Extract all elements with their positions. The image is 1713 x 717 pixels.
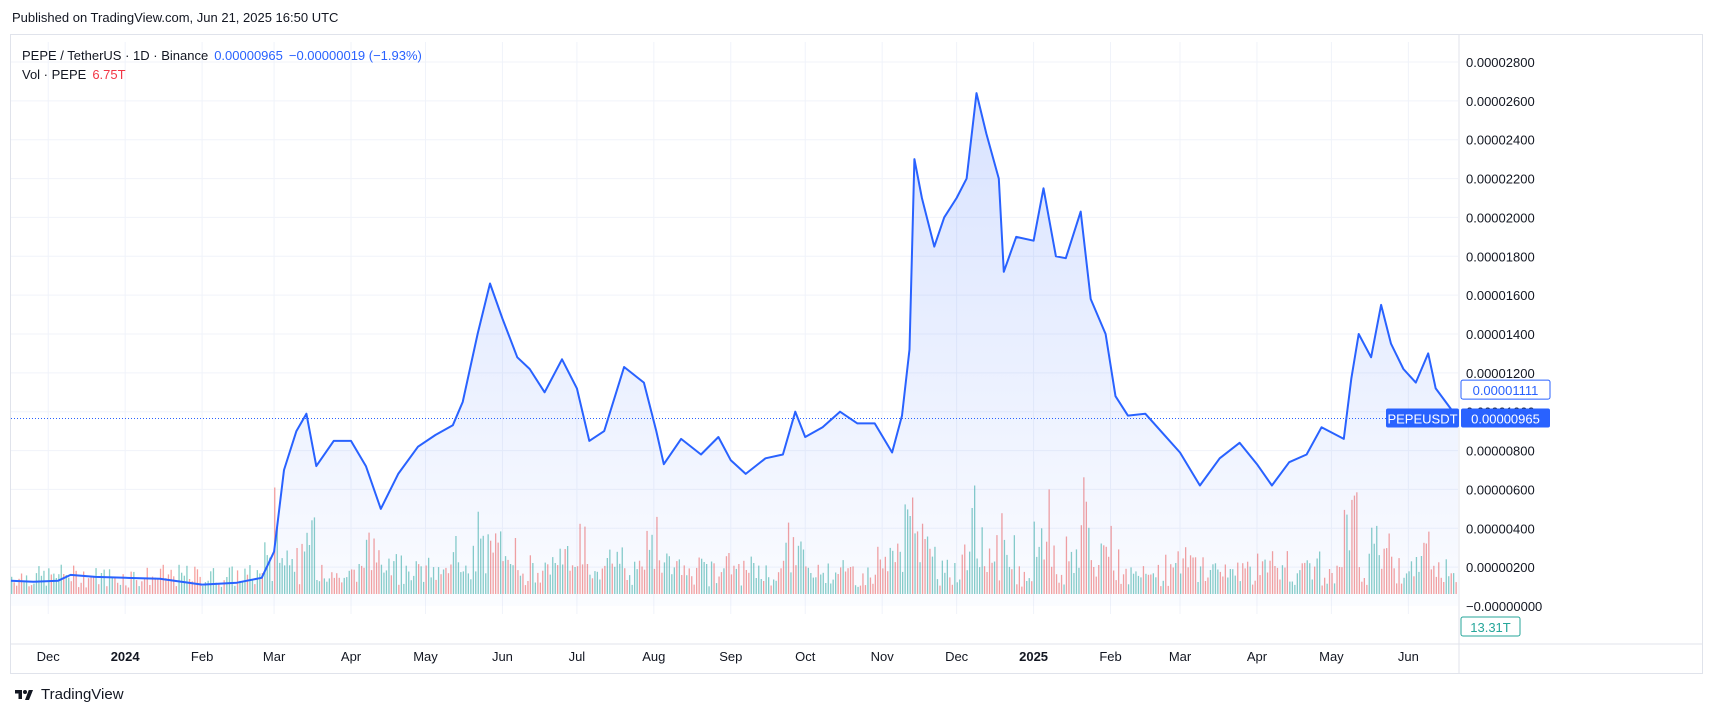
chart-frame[interactable] xyxy=(10,34,1703,674)
published-text: Published on TradingView.com, Jun 21, 20… xyxy=(12,10,339,25)
y-axis: 0.00002800 0.00002600 0.00002400 0.00002200… xyxy=(1466,55,1542,614)
last-price-tag-box xyxy=(1461,408,1550,428)
price-area-fill xyxy=(11,93,1458,607)
x-axis: Dec 2024 Feb Mar Apr May Jun Jul Aug Sep Oct Nov Dec… xyxy=(37,649,1419,664)
volume-tag-box xyxy=(1460,616,1521,637)
legend-main-row: PEPE / TetherUS · 1D · Binance 0.00000965… xyxy=(22,46,422,65)
y-tick-label: 0.00002800 xyxy=(1466,55,1535,70)
x-tick-label: Oct xyxy=(795,649,816,664)
prev-price-tag-box xyxy=(1460,379,1551,400)
x-tick-label: Mar xyxy=(263,649,286,664)
x-tick-label: Feb xyxy=(191,649,213,664)
x-tick-label: Apr xyxy=(341,649,362,664)
y-tick-label: 0.00001200 xyxy=(1466,366,1535,381)
x-tick-label: Sep xyxy=(719,649,742,664)
y-tick-label: 0.00000600 xyxy=(1466,482,1535,497)
x-tick-label: May xyxy=(1319,649,1344,664)
legend-symbol[interactable]: PEPE / TetherUS · 1D · Binance xyxy=(22,48,209,63)
symbol-tag: PEPEUSDT xyxy=(1386,408,1459,428)
legend-volume-row: Vol · PEPE 6.75T xyxy=(22,65,422,84)
footer-brand-name: TradingView xyxy=(41,686,124,703)
legend-change: −0.00000019 (−1.93%) xyxy=(288,48,422,63)
y-tick-label: 0.00002400 xyxy=(1466,133,1535,148)
x-tick-label: Jul xyxy=(569,649,586,664)
volume-bar xyxy=(178,564,180,594)
y-tick-label: 0.00002600 xyxy=(1466,94,1535,109)
x-tick-label: 2024 xyxy=(111,649,141,664)
volume-bar xyxy=(38,566,40,594)
volume-bar xyxy=(186,565,188,594)
footer-brand[interactable]: TradingView xyxy=(12,686,124,703)
y-tick-label: 0.00000200 xyxy=(1466,560,1535,575)
prev-price-tag-text: 0.00001111 xyxy=(1473,383,1539,398)
symbol-tag-box xyxy=(1386,408,1459,428)
last-price-tag-text: 0.00000965 xyxy=(1471,412,1540,427)
y-tick-label: 0.00001400 xyxy=(1466,327,1535,342)
price-line xyxy=(10,92,1459,586)
symbol-tag-text: PEPEUSDT xyxy=(1387,412,1457,427)
volume-bar xyxy=(196,569,199,594)
volume-bar xyxy=(231,566,233,594)
tradingview-logo-icon xyxy=(15,689,33,700)
x-tick-label: 2025 xyxy=(1019,649,1048,664)
x-tick-label: Mar xyxy=(1169,649,1192,664)
x-tick-label: Jun xyxy=(1398,649,1419,664)
x-tick-label: Dec xyxy=(945,649,969,664)
price-labels: 0.00001111 PEPEUSDT 0.00000965 13.31T xyxy=(1386,379,1551,637)
legend-vol-label[interactable]: Vol · PEPE xyxy=(22,67,87,82)
last-price-tag: 0.00000965 xyxy=(1461,408,1550,428)
volume-bar xyxy=(264,542,266,594)
prev-price-tag: 0.00001111 xyxy=(1460,379,1551,400)
y-tick-label: 0.00000800 xyxy=(1466,444,1535,459)
y-tick-label: −0.00000000 xyxy=(1466,599,1542,614)
legend-last: 0.00000965 xyxy=(214,48,283,63)
x-tick-label: Feb xyxy=(1099,649,1121,664)
y-tick-label: 0.00001600 xyxy=(1466,288,1535,303)
volume-tag: 13.31T xyxy=(1460,616,1521,637)
volume-tag-text: 13.31T xyxy=(1470,620,1511,635)
volume-bar xyxy=(210,571,212,594)
chart-legend: PEPE / TetherUS · 1D · Binance 0.00000965… xyxy=(22,46,422,84)
x-tick-label: Apr xyxy=(1247,649,1268,664)
volume-bar xyxy=(228,567,231,594)
x-tick-label: May xyxy=(413,649,438,664)
y-tick-label: 0.00000400 xyxy=(1466,521,1535,536)
y-tick-label: 0.00002200 xyxy=(1466,172,1535,187)
volume-bar xyxy=(212,568,215,594)
y-tick-label: 0.00002000 xyxy=(1466,210,1535,225)
legend-vol-value: 6.75T xyxy=(92,67,126,82)
x-tick-label: Jun xyxy=(492,649,513,664)
x-tick-label: Dec xyxy=(37,649,61,664)
volume-bar xyxy=(194,566,196,594)
x-tick-label: Aug xyxy=(642,649,665,664)
y-tick-label: 0.00001800 xyxy=(1466,249,1535,264)
x-tick-label: Nov xyxy=(871,649,895,664)
